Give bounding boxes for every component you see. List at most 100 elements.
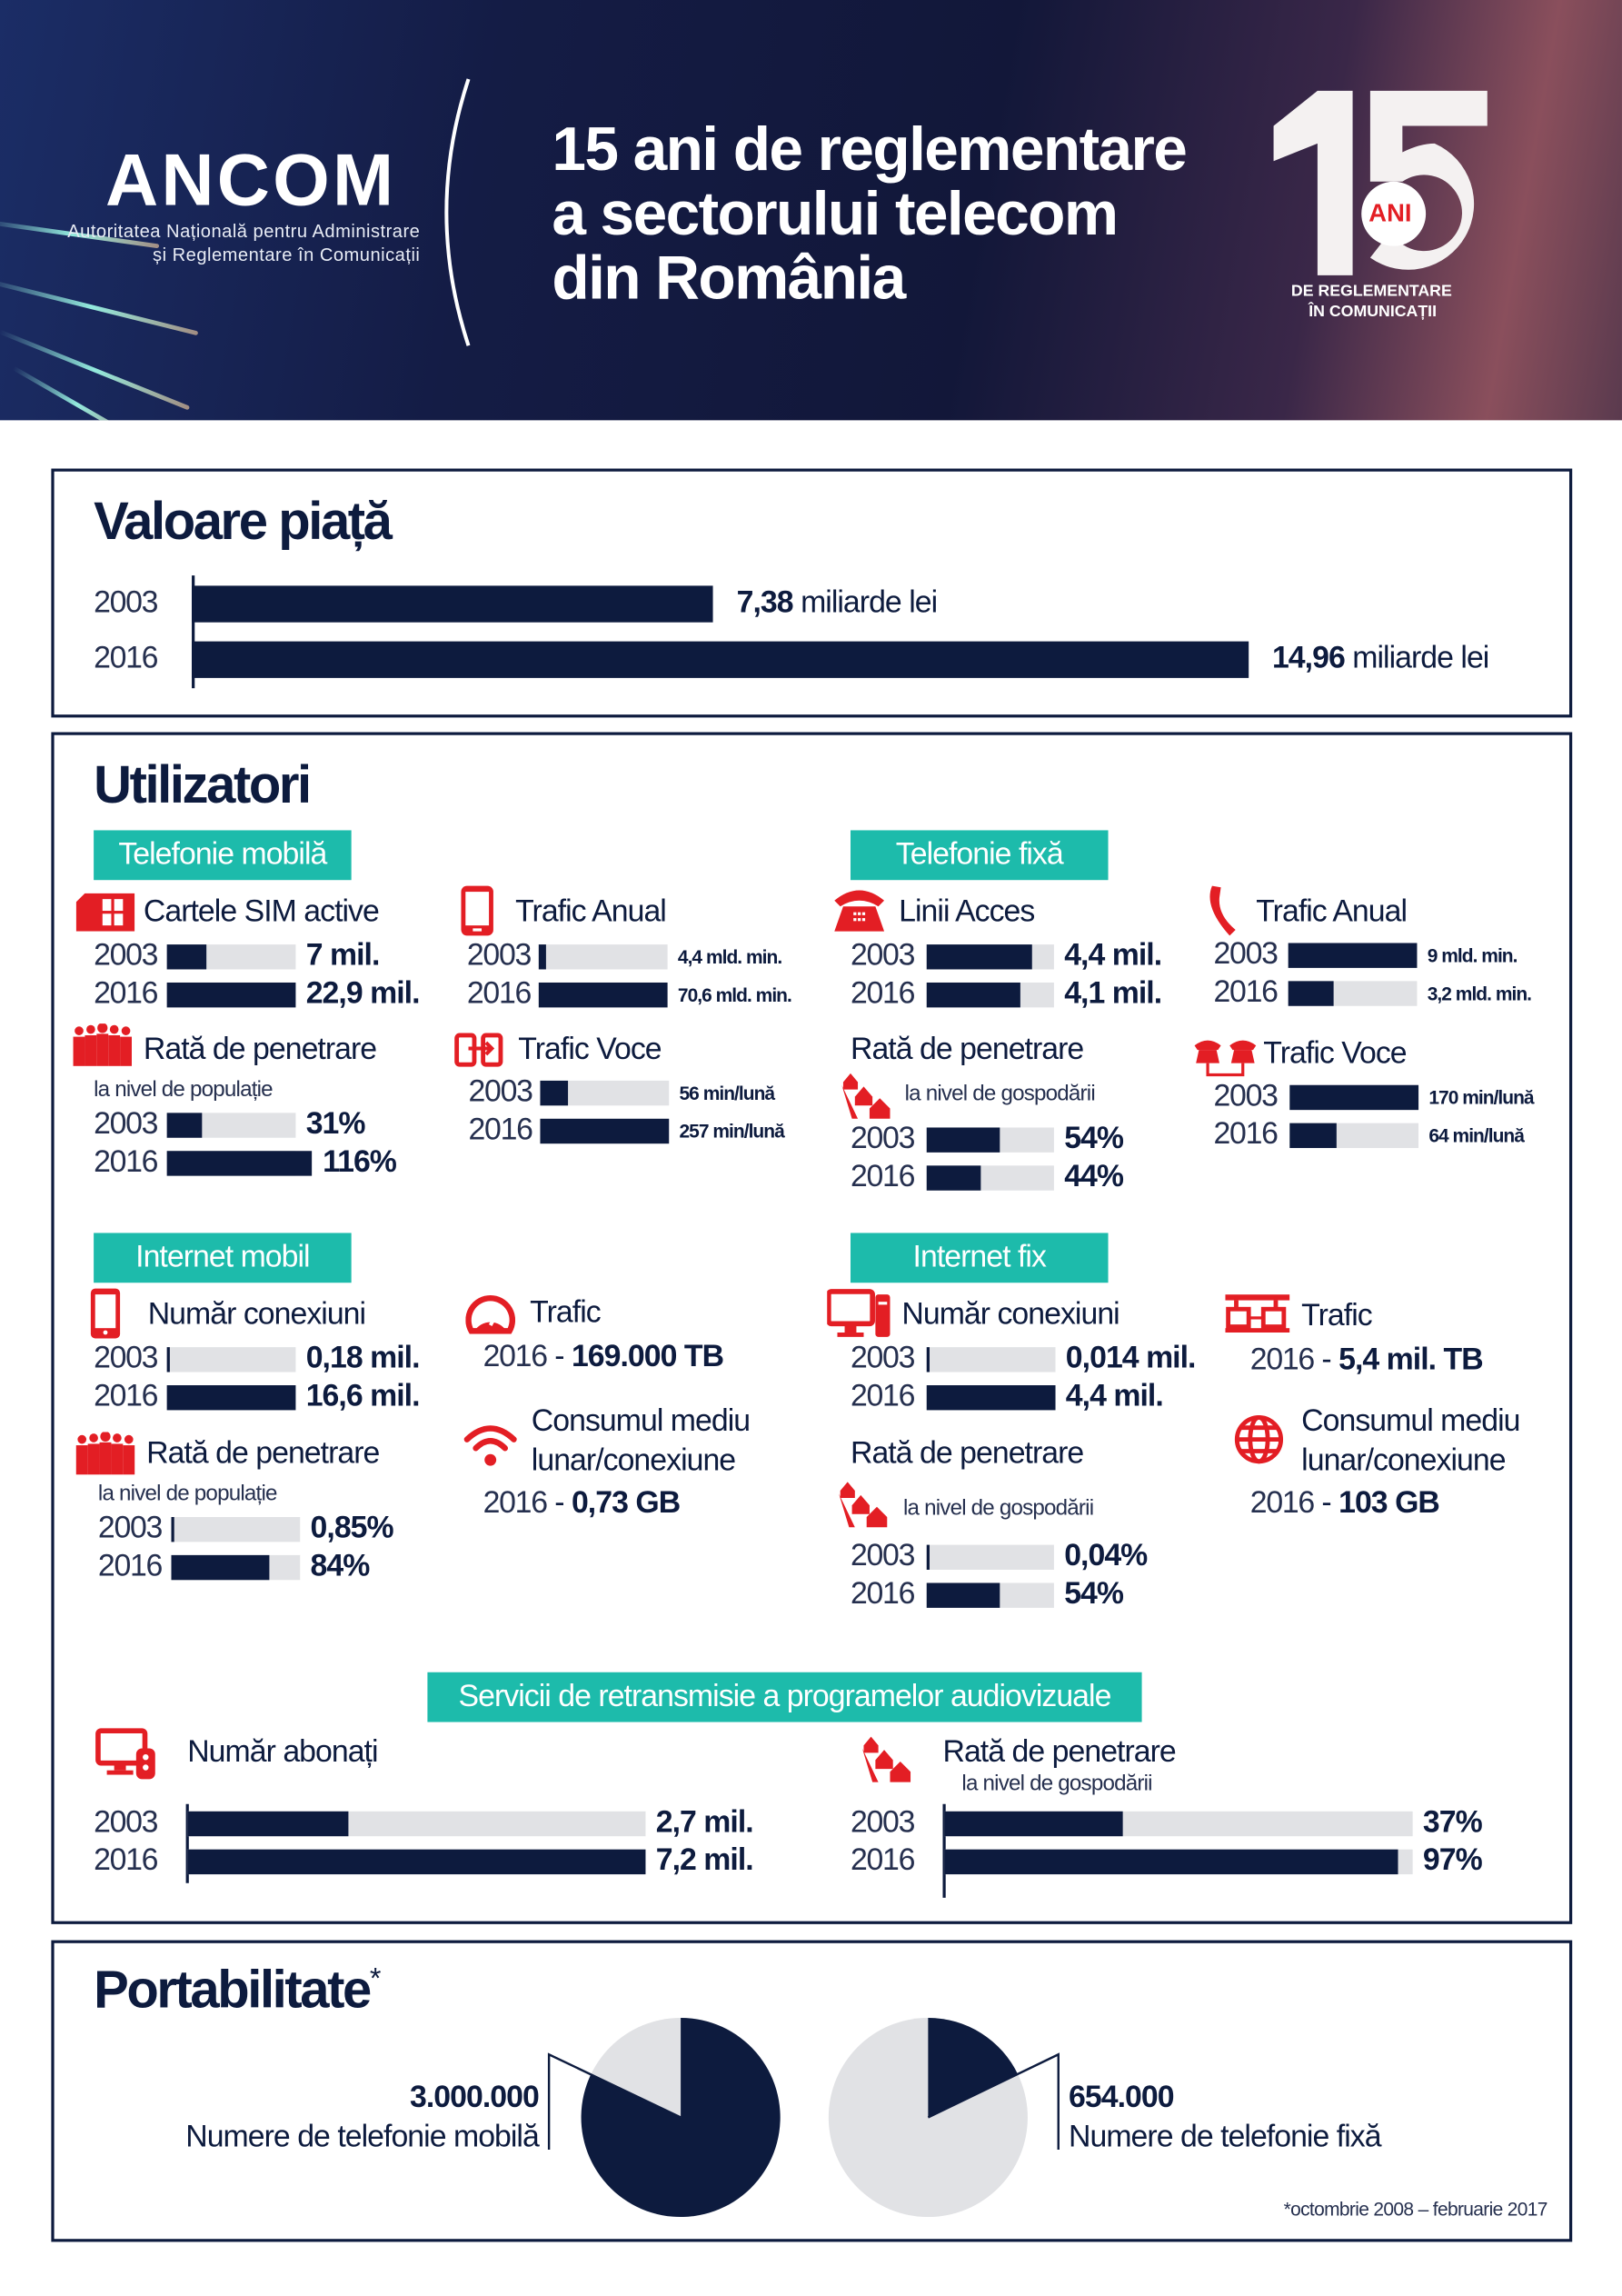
metric-title: Cartele SIM active [143,894,380,929]
bar-track [171,1554,301,1580]
bar-row: 2003 0,18 mil. [94,1340,420,1378]
bar-fill [926,1582,1000,1608]
bar-fill [538,943,547,969]
year-label: 2016 [850,1843,915,1878]
banner-title-line-2: a sectorului telecom [552,178,1119,248]
amount: 7,38 [736,585,794,620]
mobile-ported-label: Numere de telefonie mobilă [185,2120,540,2154]
network-icon [1225,1294,1290,1333]
header-banner: ANCOM Autoritatea Națională pentru Admin… [0,0,1622,421]
bar-value: 0,85% [310,1511,394,1545]
bar-fill [538,982,668,1007]
users-section [51,732,1573,1924]
bar-value: 9 mld. min. [1427,943,1518,966]
fixed-pie-share-slice [928,2017,1019,2118]
year-label: 2003 [94,585,158,620]
bar-row: 2016 54% [851,1575,1147,1613]
bar-track [538,943,668,969]
category-mobile-internet: Internet mobil [94,1233,352,1283]
metric-value-line: 2016 - 5,4 mil. TB [1249,1343,1484,1377]
bar-fill [1288,942,1418,968]
year-label: 2003 [94,938,158,973]
year-label: 2003 [97,1511,163,1545]
bar-row: 2003 0,85% [97,1510,394,1548]
broadcast-penetration-bars: 2003 37% 2016 97% [850,1804,1483,1881]
metric-title: Trafic Anual [515,894,667,929]
speedometer-icon [465,1295,516,1334]
year-label: 2016 [94,1144,158,1179]
sim-bars: 2003 7 mil. 2016 22,9 mil. [94,937,421,1013]
bar-value: 4,4 mld. min. [677,944,782,968]
footnote-marker: * [369,1963,382,1996]
metric-title: Linii Acces [899,894,1035,929]
bar-row: 2016 14,96 miliarde lei [94,631,1489,686]
metric-subtitle: la nivel de gospodării [904,1081,1096,1107]
bar-value: 97% [1422,1843,1483,1878]
market-axis [192,575,195,689]
mobile-ported-count: 3.000.000 [410,2081,540,2115]
metric-title: Rată de penetrare [143,1032,377,1066]
fixed-penetration-bars: 2003 54% 2016 44% [850,1120,1124,1196]
metric-value-line: 2016 - 0,73 GB [483,1486,682,1521]
metric-title: Număr conexiuni [901,1297,1119,1332]
year-label: 2016 [850,1577,915,1612]
bar-row: 2016 16,6 mil. [94,1378,420,1416]
metric-title: Trafic Voce [518,1032,662,1066]
fixed-ported-count: 654.000 [1069,2081,1175,2115]
bar-track [540,1080,670,1105]
year-label: 2003 [94,1805,158,1840]
bar-value: 0,014 mil. [1065,1341,1197,1375]
metric-value-line: 2016 - 103 GB [1249,1486,1440,1521]
bar-track [926,1543,1054,1570]
bar-track [926,982,1054,1007]
metric-title: Trafic [1301,1298,1372,1333]
bar-value: 4,4 mil. [1064,938,1162,973]
metric-title: Rată de penetrare [942,1735,1176,1770]
wifi-icon [463,1425,517,1466]
amount: 14,96 [1271,641,1346,675]
bar-value: 31% [305,1106,366,1141]
bar-value: 7,2 mil. [655,1843,754,1878]
metric-title: lunar/conexiune [1301,1443,1506,1478]
bar-fill [171,1554,270,1580]
year-label: 2016 [1213,1117,1279,1152]
bar-value: 44% [1064,1159,1124,1193]
bar-fill [1289,1083,1419,1110]
year: 2016 [483,1340,548,1374]
year-label: 2003 [850,1539,915,1573]
market-rows: 2003 7,38 miliarde lei 2016 14,96 miliarde … [94,575,1489,686]
bar-value: 170 min/lună [1428,1085,1534,1108]
fixed-ported-label: Numere de telefonie fixă [1069,2120,1381,2154]
year-label: 2016 [97,1549,163,1583]
category-broadcast: Servicii de retransmisie a programelor a… [427,1672,1142,1722]
bar-row: 2003 170 min/lună [1214,1078,1535,1116]
fixed-voice-bars: 2003 170 min/lună 2016 64 min/lună [1214,1078,1535,1154]
unit: miliarde lei [801,585,938,620]
year-label: 2003 [850,938,915,973]
year-label: 2003 [468,1074,533,1109]
bar-row: 2003 0,014 mil. [851,1340,1197,1378]
ancom-logo: ANCOM [104,139,397,222]
bar-row: 2003 37% [851,1804,1483,1842]
bar-fill [540,1080,569,1105]
subscribers-bars: 2003 2,7 mil. 2016 7,2 mil. [94,1804,754,1881]
bar-row: 2016 64 min/lună [1214,1116,1534,1154]
bar-track [166,1150,313,1175]
bar-value: 22,9 mil. [305,976,421,1011]
portability-section [51,1940,1573,2242]
bar-value: 2,7 mil. [655,1805,754,1840]
mobile-internet-penetration-bars: 2003 0,85% 2016 84% [97,1510,394,1586]
bar-fill [926,1164,982,1190]
bar-fill [187,1811,348,1836]
market-value: 14,96 miliarde lei [1271,641,1489,677]
anniversary-badge: ANI DE REGLEMENTARE ÎN COMUNICAȚII [1268,85,1502,334]
bar-track [166,1112,296,1137]
unit: miliarde lei [1352,641,1489,675]
year-label: 2016 [850,1159,915,1193]
year: 2016 [1249,1486,1315,1521]
bar-row: 2016 116% [94,1143,397,1182]
mobile-voice-bars: 2003 56 min/lună 2016 257 min/lună [468,1073,785,1150]
value: 103 GB [1338,1486,1440,1521]
bar-track [192,640,1249,678]
bar-track [1288,980,1418,1005]
